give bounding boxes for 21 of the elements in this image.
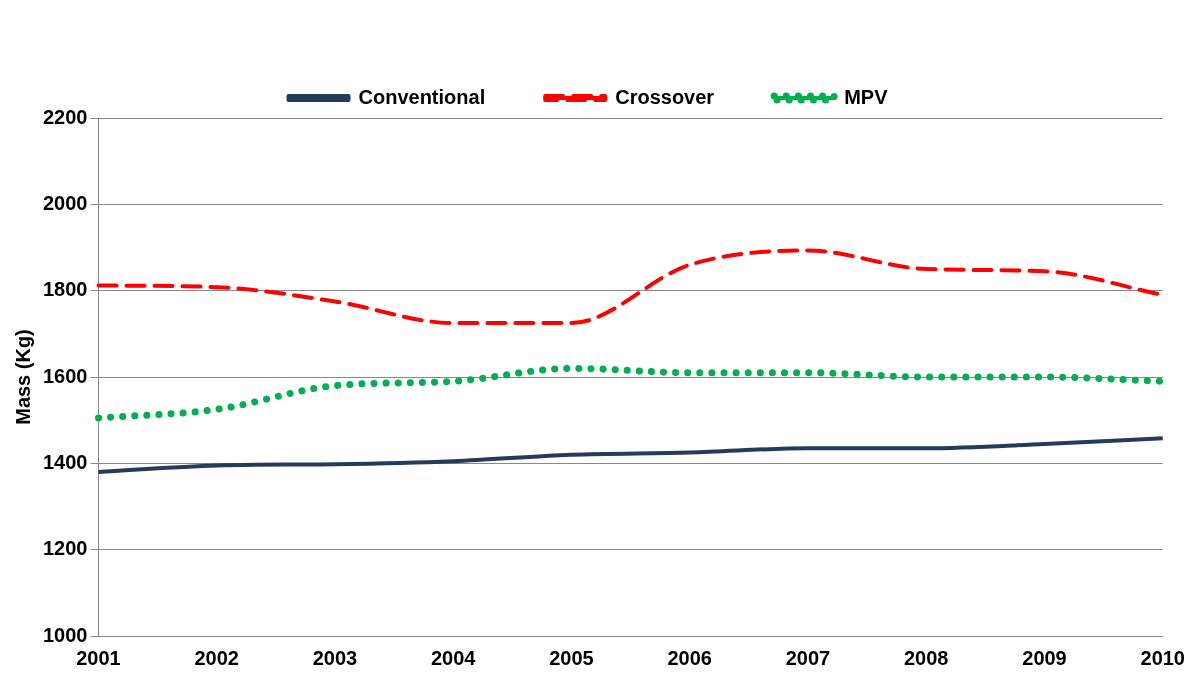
x-tick-label: 2010 [1140,646,1185,669]
y-tick-label: 1000 [42,623,88,646]
y-axis-title: Mass (Kg) [11,329,34,425]
x-tick-label: 2003 [312,646,358,669]
x-tick-label: 2005 [549,646,594,669]
legend-label: Conventional [358,85,486,108]
x-tick-label: 2001 [76,646,121,669]
y-tick-label: 2200 [42,105,88,128]
y-tick-label: 2000 [42,191,88,214]
x-tick-label: 2002 [194,646,239,669]
x-tick-label: 2009 [1022,646,1067,669]
x-tick-label: 2006 [667,646,712,669]
x-tick-label: 2004 [431,646,477,669]
y-tick-label: 1400 [42,450,88,473]
x-tick-label: 2008 [904,646,949,669]
legend-label: MPV [844,85,889,108]
y-tick-label: 1200 [42,537,88,560]
legend-label: Crossover [615,85,715,108]
y-tick-label: 1600 [42,364,88,387]
y-tick-label: 1800 [42,278,88,301]
x-tick-label: 2007 [785,646,831,669]
